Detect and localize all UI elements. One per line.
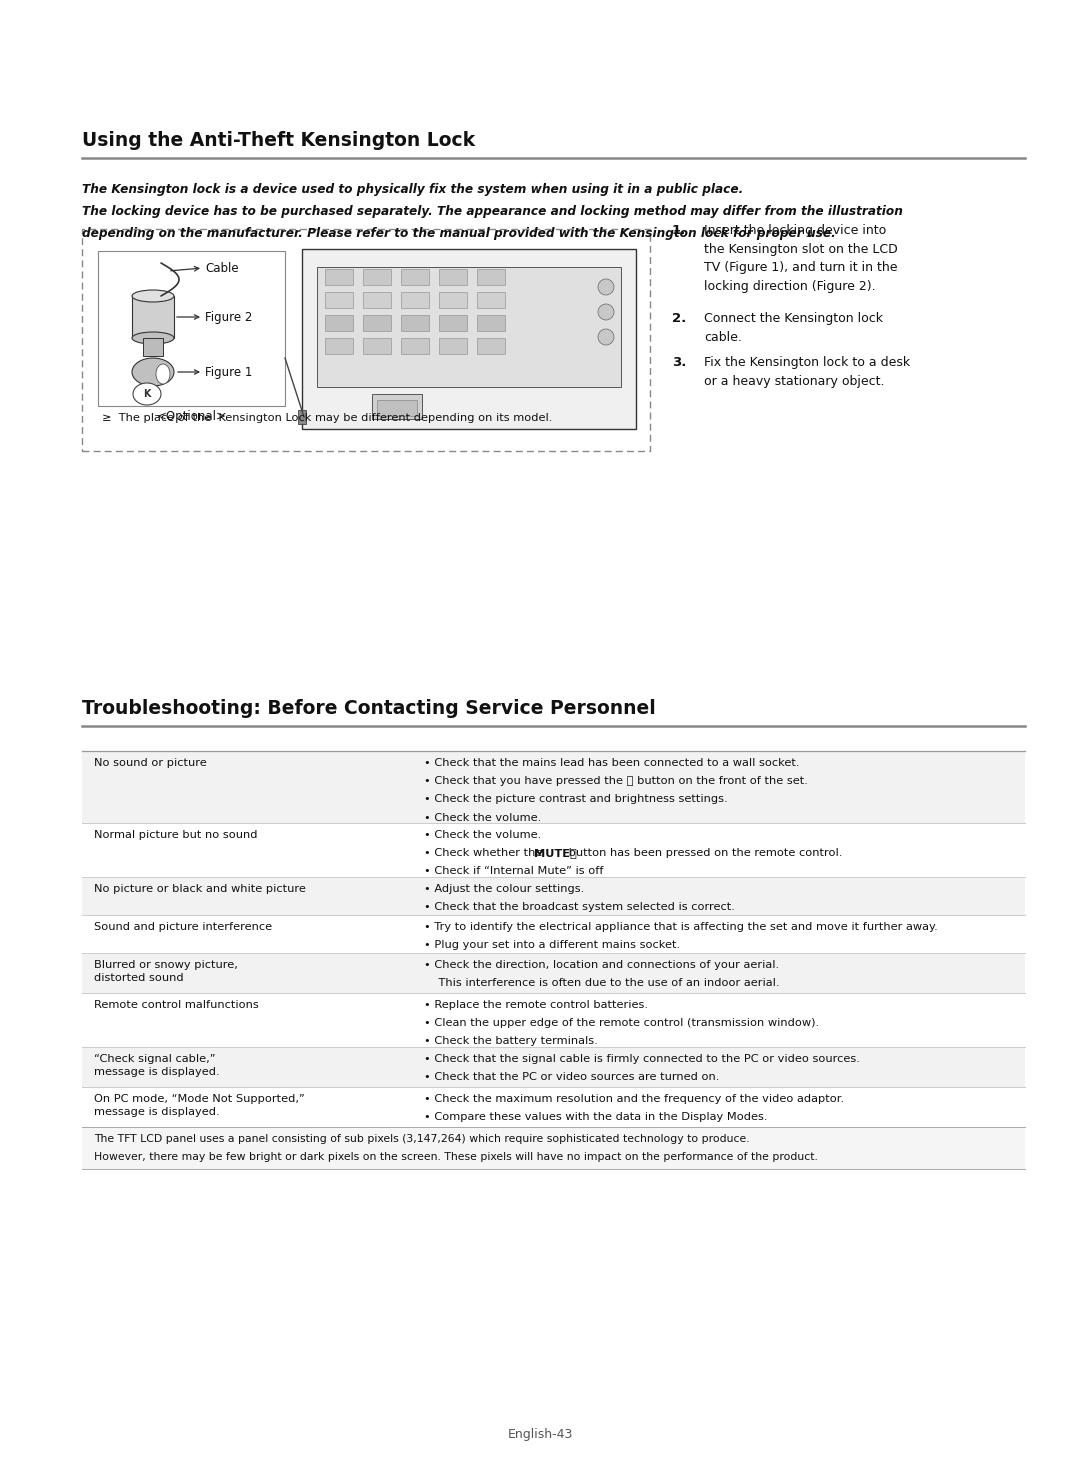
Bar bbox=[82, 1047, 1025, 1087]
Text: button has been pressed on the remote control.: button has been pressed on the remote co… bbox=[565, 849, 842, 857]
Ellipse shape bbox=[133, 384, 161, 404]
Text: depending on the manufacturer. Please refer to the manual provided with the Kens: depending on the manufacturer. Please re… bbox=[82, 227, 836, 240]
Ellipse shape bbox=[132, 332, 174, 344]
Bar bbox=[477, 338, 505, 354]
Text: Troubleshooting: Before Contacting Service Personnel: Troubleshooting: Before Contacting Servi… bbox=[82, 699, 656, 718]
Text: 2.: 2. bbox=[672, 312, 686, 324]
Circle shape bbox=[598, 304, 615, 320]
Text: However, there may be few bright or dark pixels on the screen. These pixels will: However, there may be few bright or dark… bbox=[94, 1152, 818, 1163]
Bar bbox=[372, 394, 422, 419]
Bar bbox=[438, 338, 467, 354]
Bar bbox=[477, 315, 505, 330]
Text: K: K bbox=[144, 390, 151, 398]
Bar bbox=[401, 338, 429, 354]
Text: Insert the locking device into
the Kensington slot on the LCD
TV (Figure 1), and: Insert the locking device into the Kensi… bbox=[704, 224, 897, 293]
Bar bbox=[363, 292, 391, 308]
Bar bbox=[82, 1127, 1025, 1169]
Text: The Kensington lock is a device used to physically fix the system when using it : The Kensington lock is a device used to … bbox=[82, 184, 743, 195]
Text: Using the Anti-Theft Kensington Lock: Using the Anti-Theft Kensington Lock bbox=[82, 130, 475, 150]
Text: This interference is often due to the use of an indoor aerial.: This interference is often due to the us… bbox=[424, 977, 780, 988]
Text: • Check the volume.: • Check the volume. bbox=[424, 829, 541, 840]
Text: • Try to identify the electrical appliance that is affecting the set and move it: • Try to identify the electrical applian… bbox=[424, 923, 937, 932]
Text: Cable: Cable bbox=[205, 262, 239, 274]
Text: The locking device has to be purchased separately. The appearance and locking me: The locking device has to be purchased s… bbox=[82, 204, 903, 218]
Text: • Check if “Internal Mute” is off: • Check if “Internal Mute” is off bbox=[424, 866, 604, 877]
Ellipse shape bbox=[132, 358, 174, 387]
Text: No sound or picture: No sound or picture bbox=[94, 758, 206, 769]
Ellipse shape bbox=[156, 364, 170, 384]
Bar bbox=[477, 270, 505, 284]
Text: 1.: 1. bbox=[672, 224, 686, 237]
Bar bbox=[377, 400, 417, 416]
Bar bbox=[98, 250, 285, 406]
Text: • Check that the mains lead has been connected to a wall socket.: • Check that the mains lead has been con… bbox=[424, 758, 799, 769]
Text: Connect the Kensington lock
cable.: Connect the Kensington lock cable. bbox=[704, 312, 883, 344]
Circle shape bbox=[598, 329, 615, 345]
Bar bbox=[132, 296, 174, 338]
Text: Remote control malfunctions: Remote control malfunctions bbox=[94, 1000, 259, 1010]
Text: Blurred or snowy picture,
distorted sound: Blurred or snowy picture, distorted soun… bbox=[94, 960, 238, 983]
Bar bbox=[401, 270, 429, 284]
Text: ≥  The place of the  Kensington Lock may be different depending on its model.: ≥ The place of the Kensington Lock may b… bbox=[102, 413, 552, 424]
Bar bbox=[318, 267, 621, 387]
Text: • Check whether the: • Check whether the bbox=[424, 849, 546, 857]
Bar bbox=[438, 270, 467, 284]
Bar bbox=[401, 315, 429, 330]
Bar bbox=[82, 952, 1025, 992]
Bar bbox=[438, 292, 467, 308]
Text: Fix the Kensington lock to a desk
or a heavy stationary object.: Fix the Kensington lock to a desk or a h… bbox=[704, 355, 910, 388]
Text: • Check that the PC or video sources are turned on.: • Check that the PC or video sources are… bbox=[424, 1072, 719, 1083]
Text: Normal picture but no sound: Normal picture but no sound bbox=[94, 829, 257, 840]
Ellipse shape bbox=[132, 290, 174, 302]
Text: • Check the direction, location and connections of your aerial.: • Check the direction, location and conn… bbox=[424, 960, 779, 970]
Circle shape bbox=[598, 278, 615, 295]
Text: 3.: 3. bbox=[672, 355, 687, 369]
Bar bbox=[302, 249, 636, 429]
Bar bbox=[363, 270, 391, 284]
Text: Sound and picture interference: Sound and picture interference bbox=[94, 923, 272, 932]
Bar bbox=[325, 315, 353, 330]
Bar bbox=[82, 751, 1025, 823]
Text: MUTE🔇: MUTE🔇 bbox=[534, 849, 577, 857]
Bar bbox=[325, 338, 353, 354]
Text: English-43: English-43 bbox=[508, 1428, 572, 1441]
Text: <Optional>: <Optional> bbox=[157, 410, 227, 424]
Bar bbox=[325, 292, 353, 308]
Bar bbox=[363, 315, 391, 330]
Text: • Check the volume.: • Check the volume. bbox=[424, 813, 541, 822]
Bar bbox=[325, 270, 353, 284]
Text: “Check signal cable,”
message is displayed.: “Check signal cable,” message is display… bbox=[94, 1054, 219, 1077]
Bar bbox=[363, 338, 391, 354]
Bar bbox=[401, 292, 429, 308]
Text: On PC mode, “Mode Not Supported,”
message is displayed.: On PC mode, “Mode Not Supported,” messag… bbox=[94, 1094, 305, 1117]
Bar bbox=[143, 338, 163, 355]
Text: • Compare these values with the data in the Display Modes.: • Compare these values with the data in … bbox=[424, 1112, 768, 1123]
Text: • Check that the signal cable is firmly connected to the PC or video sources.: • Check that the signal cable is firmly … bbox=[424, 1054, 860, 1063]
Text: • Adjust the colour settings.: • Adjust the colour settings. bbox=[424, 884, 584, 895]
Text: Figure 1: Figure 1 bbox=[205, 366, 253, 379]
Text: The TFT LCD panel uses a panel consisting of sub pixels (3,147,264) which requir: The TFT LCD panel uses a panel consistin… bbox=[94, 1134, 750, 1143]
Text: • Check the battery terminals.: • Check the battery terminals. bbox=[424, 1037, 597, 1047]
Text: • Check the maximum resolution and the frequency of the video adaptor.: • Check the maximum resolution and the f… bbox=[424, 1094, 845, 1103]
Bar bbox=[477, 292, 505, 308]
Text: • Plug your set into a different mains socket.: • Plug your set into a different mains s… bbox=[424, 940, 680, 951]
Bar bbox=[82, 230, 650, 452]
Text: • Check that you have pressed the ⓞ button on the front of the set.: • Check that you have pressed the ⓞ butt… bbox=[424, 776, 808, 786]
Bar bbox=[82, 877, 1025, 915]
Text: • Replace the remote control batteries.: • Replace the remote control batteries. bbox=[424, 1000, 648, 1010]
Text: • Clean the upper edge of the remote control (transmission window).: • Clean the upper edge of the remote con… bbox=[424, 1019, 819, 1028]
Bar bbox=[298, 410, 306, 424]
Bar bbox=[438, 315, 467, 330]
Text: Figure 2: Figure 2 bbox=[205, 311, 253, 323]
Text: No picture or black and white picture: No picture or black and white picture bbox=[94, 884, 306, 895]
Text: • Check the picture contrast and brightness settings.: • Check the picture contrast and brightn… bbox=[424, 794, 728, 804]
Text: • Check that the broadcast system selected is correct.: • Check that the broadcast system select… bbox=[424, 902, 734, 912]
